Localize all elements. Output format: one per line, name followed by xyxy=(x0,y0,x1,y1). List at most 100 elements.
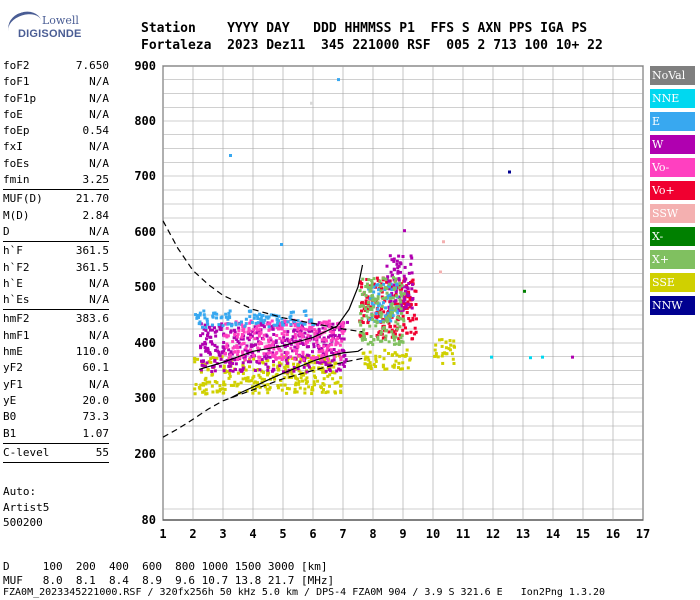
echo-point xyxy=(262,352,266,356)
echo-point xyxy=(368,296,372,300)
echo-point xyxy=(444,346,448,350)
echo-point xyxy=(370,313,374,317)
echo-point xyxy=(341,326,345,330)
param-separator xyxy=(3,462,109,464)
echo-point xyxy=(198,321,202,325)
echo-point xyxy=(379,332,383,336)
echo-point xyxy=(199,383,203,387)
echo-point xyxy=(262,370,266,374)
echo-point xyxy=(490,355,493,359)
echo-point xyxy=(268,327,272,331)
echo-point xyxy=(323,357,327,361)
echo-point xyxy=(275,351,279,355)
echo-point xyxy=(288,341,292,345)
echo-point xyxy=(225,335,229,339)
echo-point xyxy=(289,318,293,322)
echo-point xyxy=(258,340,262,344)
echo-point xyxy=(390,353,394,357)
echo-point xyxy=(315,340,319,344)
echo-point xyxy=(360,292,364,296)
echo-point xyxy=(370,278,374,282)
echo-point xyxy=(241,361,245,365)
echo-point xyxy=(377,292,381,296)
echo-point xyxy=(250,320,254,324)
echo-point xyxy=(266,316,270,320)
echo-point xyxy=(372,363,376,367)
x-tick-label: 1 xyxy=(159,527,166,541)
echo-point xyxy=(289,375,293,379)
echo-point xyxy=(210,342,214,346)
echo-point xyxy=(303,322,307,326)
echo-point xyxy=(248,315,252,319)
echo-point xyxy=(299,371,303,375)
echo-point xyxy=(217,324,221,328)
echo-point xyxy=(262,378,266,382)
echo-point xyxy=(401,328,405,332)
echo-point xyxy=(203,323,207,327)
echo-point xyxy=(273,354,277,358)
echo-point xyxy=(373,299,377,303)
echo-point xyxy=(196,357,200,361)
echo-point xyxy=(251,376,255,380)
echo-point xyxy=(406,294,410,298)
echo-point xyxy=(229,330,233,334)
echo-point xyxy=(339,384,343,388)
echo-point xyxy=(203,365,207,369)
echo-point xyxy=(205,392,209,396)
echo-point xyxy=(386,275,390,279)
echo-point xyxy=(320,338,324,342)
echo-point xyxy=(403,354,407,358)
echo-point xyxy=(313,376,317,380)
param-name: D xyxy=(3,224,10,238)
echo-point xyxy=(378,311,382,315)
echo-point xyxy=(298,333,302,337)
echo-point xyxy=(374,311,378,315)
auto-scaled-trace xyxy=(198,264,364,370)
echo-point xyxy=(255,336,259,340)
echo-point xyxy=(307,385,311,389)
echo-point xyxy=(289,346,293,350)
echo-point xyxy=(232,328,236,332)
echo-point xyxy=(293,349,297,353)
echo-point xyxy=(327,325,331,329)
echo-point xyxy=(365,282,369,286)
echo-point xyxy=(398,286,402,290)
echo-point xyxy=(294,341,298,345)
echo-point xyxy=(408,357,412,361)
echo-point xyxy=(368,287,372,291)
echo-point xyxy=(247,332,251,336)
echo-point xyxy=(440,338,444,342)
echo-point xyxy=(249,333,253,337)
echo-point xyxy=(361,321,365,325)
echo-point xyxy=(229,383,233,387)
echo-point xyxy=(236,371,240,375)
param-row: h`Es N/A xyxy=(3,292,109,308)
echo-point xyxy=(236,332,240,336)
echo-point xyxy=(232,383,236,387)
param-row: D N/A xyxy=(3,224,109,240)
echo-point xyxy=(571,355,574,359)
echo-point xyxy=(307,354,311,358)
echo-point xyxy=(277,314,281,318)
echo-point xyxy=(364,294,368,298)
echo-point xyxy=(394,359,398,363)
echo-point xyxy=(374,354,378,358)
echo-point xyxy=(408,295,412,299)
echo-point xyxy=(213,369,217,373)
echo-point xyxy=(258,327,262,331)
echo-point xyxy=(362,334,366,338)
echo-point xyxy=(378,320,382,324)
echo-point xyxy=(387,279,391,283)
echo-point xyxy=(375,320,379,324)
echo-point xyxy=(298,338,302,342)
echo-point xyxy=(266,373,270,377)
echo-point xyxy=(387,351,391,355)
echo-point xyxy=(274,356,278,360)
echo-point xyxy=(523,289,526,293)
echo-point xyxy=(303,391,307,395)
echo-point xyxy=(208,352,212,356)
echo-point xyxy=(292,369,296,373)
echo-point xyxy=(283,319,287,323)
x-tick-label: 5 xyxy=(279,527,286,541)
echo-point xyxy=(241,368,245,372)
